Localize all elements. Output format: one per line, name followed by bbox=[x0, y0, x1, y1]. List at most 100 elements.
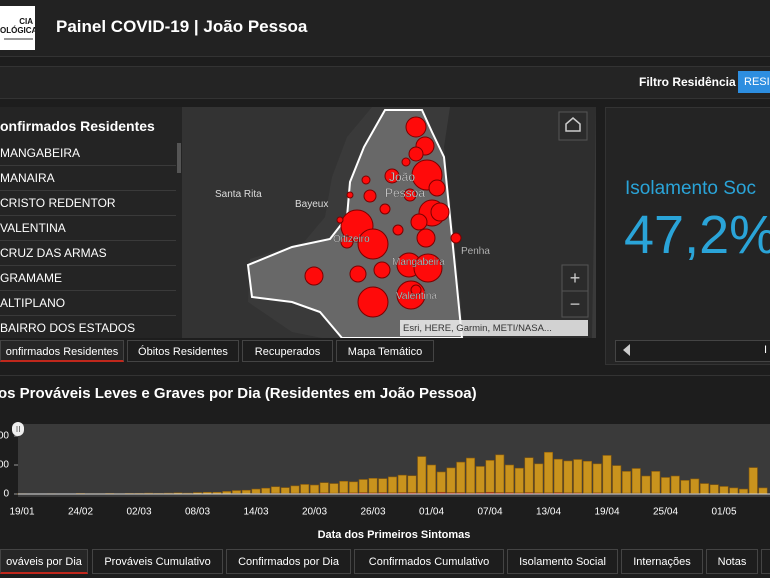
bar bbox=[427, 492, 436, 494]
x-tick-label: 14/03 bbox=[243, 507, 268, 518]
list-item[interactable]: ALTIPLANO bbox=[0, 291, 176, 316]
bar bbox=[280, 487, 290, 494]
bar bbox=[446, 467, 456, 493]
home-button[interactable] bbox=[558, 111, 588, 141]
land bbox=[182, 107, 372, 338]
bar bbox=[222, 491, 232, 495]
bar bbox=[699, 483, 709, 495]
logo-rule bbox=[4, 38, 33, 40]
map[interactable]: Santa Rita Bayeux João Pessoa Oitizeiro Manga… bbox=[182, 107, 596, 338]
zoom-out-label: − bbox=[570, 294, 581, 314]
bar bbox=[690, 478, 700, 494]
bar bbox=[543, 451, 553, 494]
bar bbox=[534, 463, 544, 494]
y-tick-label: 00 bbox=[0, 460, 9, 471]
bar bbox=[466, 492, 475, 494]
bar bbox=[573, 492, 582, 494]
scrollbar[interactable] bbox=[177, 143, 181, 173]
bar bbox=[456, 492, 465, 494]
bar bbox=[446, 492, 456, 494]
map-label: Bayeux bbox=[295, 199, 328, 210]
tab[interactable]: Isolamento Social bbox=[507, 549, 618, 574]
tab[interactable]: ováveis por Dia bbox=[0, 549, 88, 574]
bar bbox=[524, 492, 534, 494]
x-tick-label: 08/03 bbox=[185, 507, 210, 518]
filter-button[interactable]: RESID bbox=[738, 71, 770, 93]
list-item[interactable]: CRUZ DAS ARMAS bbox=[0, 241, 176, 266]
logo-line: CIA bbox=[19, 17, 33, 26]
tab[interactable]: onfirmados Residentes bbox=[0, 340, 124, 362]
list-item[interactable]: BAIRRO DOS ESTADOS bbox=[0, 316, 176, 338]
bar bbox=[417, 456, 427, 494]
tab[interactable]: Confirmados por Dia bbox=[226, 549, 351, 574]
bar bbox=[602, 455, 612, 494]
list-item[interactable]: VALENTINA bbox=[0, 216, 176, 241]
bar bbox=[300, 484, 310, 494]
bar bbox=[348, 481, 358, 494]
bar bbox=[437, 492, 446, 494]
home-icon bbox=[565, 117, 581, 132]
filter-label: Filtro Residência bbox=[639, 75, 736, 89]
logo-line: OLÓGICA bbox=[0, 26, 35, 35]
tab[interactable]: Internações bbox=[621, 549, 703, 574]
bar bbox=[719, 486, 729, 495]
bar bbox=[349, 492, 358, 494]
bar bbox=[495, 492, 504, 494]
attribution: Esri, HERE, Garmin, METI/NASA... bbox=[403, 323, 552, 334]
x-tick-label: 19/04 bbox=[594, 507, 619, 518]
bar bbox=[553, 458, 563, 493]
tab[interactable]: Óbitos Residentes bbox=[127, 340, 239, 362]
bar bbox=[270, 486, 280, 494]
bar bbox=[387, 476, 397, 494]
tab-overflow[interactable] bbox=[761, 549, 770, 574]
bar bbox=[621, 471, 631, 494]
bar bbox=[563, 492, 573, 494]
x-tick-label: 13/04 bbox=[536, 507, 561, 518]
tab[interactable]: Mapa Temático bbox=[336, 340, 434, 362]
bar bbox=[407, 475, 417, 493]
x-tick-label: 02/03 bbox=[126, 507, 151, 518]
list-item[interactable]: CRISTO REDENTOR bbox=[0, 191, 176, 216]
bar bbox=[241, 489, 251, 495]
bar bbox=[748, 467, 758, 495]
bar bbox=[436, 471, 446, 493]
tab-prev-arrow[interactable] bbox=[623, 344, 630, 356]
header: CIA OLÓGICA Painel COVID-19 | João Pesso… bbox=[0, 0, 770, 57]
x-tick-label: 01/04 bbox=[419, 507, 444, 518]
tab[interactable]: Confirmados Cumulativo bbox=[354, 549, 504, 574]
tab[interactable]: Prováveis Cumulativo bbox=[92, 549, 223, 574]
bar bbox=[612, 465, 622, 494]
bar bbox=[320, 492, 329, 494]
chart: os Prováveis Leves e Graves por Dia (Res… bbox=[0, 385, 770, 541]
bar bbox=[505, 492, 514, 494]
tab[interactable]: Notas bbox=[706, 549, 758, 574]
logo: CIA OLÓGICA bbox=[0, 6, 35, 50]
list-item[interactable]: GRAMAME bbox=[0, 266, 176, 291]
page-title: Painel COVID-19 | João Pessoa bbox=[56, 17, 308, 36]
bar bbox=[232, 490, 242, 494]
bar bbox=[534, 492, 543, 494]
bar bbox=[738, 488, 748, 494]
bar bbox=[515, 492, 524, 494]
list-item[interactable]: MANGABEIRA bbox=[0, 141, 176, 166]
range-slider-handle[interactable] bbox=[12, 422, 24, 436]
bar bbox=[378, 492, 387, 494]
y-tick-label: 00 bbox=[0, 431, 9, 442]
bar bbox=[573, 459, 583, 494]
bar bbox=[426, 464, 436, 493]
map-label: Penha bbox=[461, 246, 490, 257]
bar bbox=[485, 492, 495, 494]
list-item[interactable]: MANAIRA bbox=[0, 166, 176, 191]
bar bbox=[554, 492, 563, 494]
bar bbox=[495, 454, 505, 493]
bar bbox=[729, 487, 739, 495]
tab[interactable]: I bbox=[764, 344, 768, 356]
zoom-out-button[interactable] bbox=[561, 290, 589, 318]
bar bbox=[544, 492, 553, 494]
tab[interactable]: Recuperados bbox=[242, 340, 333, 362]
bar bbox=[378, 478, 388, 493]
bar bbox=[388, 492, 397, 494]
bar bbox=[758, 487, 768, 495]
zoom-in-label: + bbox=[570, 268, 581, 288]
